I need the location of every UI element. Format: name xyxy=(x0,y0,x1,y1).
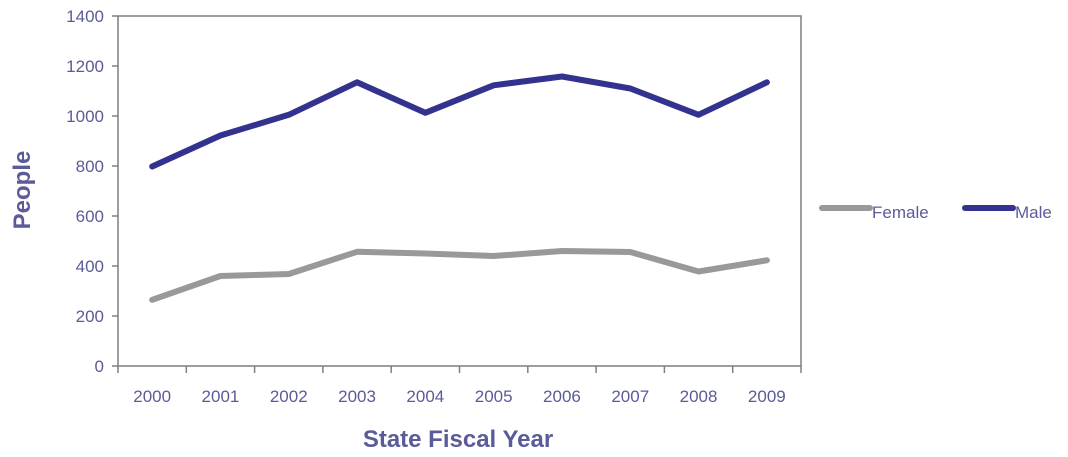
legend: Female Male xyxy=(819,203,1052,222)
male-data-point xyxy=(217,133,223,138)
female-data-point xyxy=(696,269,702,274)
y-tick-label: 800 xyxy=(76,157,104,176)
x-axis-title: State Fiscal Year xyxy=(363,426,553,453)
x-tick-label: 2008 xyxy=(680,387,718,406)
y-axis: 0 200 400 600 800 1000 1200 1400 xyxy=(66,7,118,376)
plot-area xyxy=(117,15,802,367)
series-layer xyxy=(149,73,770,303)
x-tick-label: 2009 xyxy=(748,387,786,406)
male-data-point xyxy=(286,112,292,118)
male-data-point xyxy=(422,110,428,116)
female-data-point xyxy=(149,297,155,303)
x-tick-label: 2005 xyxy=(475,387,513,406)
male-series-line xyxy=(149,73,770,170)
female-data-point xyxy=(217,273,223,279)
female-data-point xyxy=(354,249,360,255)
male-data-point xyxy=(764,79,770,85)
female-data-point xyxy=(764,257,770,263)
x-tick-label: 2006 xyxy=(543,387,581,406)
female-series-line xyxy=(149,248,770,303)
female-data-point xyxy=(491,253,497,259)
male-data-point xyxy=(696,112,702,118)
female-data-point xyxy=(559,248,565,254)
male-data-point xyxy=(627,86,633,91)
x-tick-label: 2002 xyxy=(270,387,308,406)
y-axis-title: People xyxy=(9,151,36,230)
y-tick-label: 1000 xyxy=(66,107,104,126)
x-axis: 2000 2001 2002 2003 2004 2005 2006 2007 2008 2009 xyxy=(117,366,802,406)
x-tick-label: 2003 xyxy=(338,387,376,406)
y-tick-label: 0 xyxy=(95,357,104,376)
x-tick-label: 2000 xyxy=(133,387,171,406)
x-tick-label: 2001 xyxy=(202,387,240,406)
y-tick-label: 200 xyxy=(76,307,104,326)
plot-border xyxy=(117,15,802,367)
y-tick-label: 600 xyxy=(76,207,104,226)
male-legend-label: Male xyxy=(1015,203,1052,222)
female-data-point xyxy=(627,249,633,255)
female-legend-label: Female xyxy=(872,203,929,222)
male-data-point xyxy=(491,82,497,88)
male-data-point xyxy=(559,74,565,79)
y-tick-label: 400 xyxy=(76,257,104,276)
y-tick-label: 1200 xyxy=(66,57,104,76)
male-data-point xyxy=(354,79,360,85)
female-data-point xyxy=(286,271,292,277)
x-tick-label: 2004 xyxy=(406,387,444,406)
y-tick-label: 1400 xyxy=(66,7,104,26)
female-data-point xyxy=(422,251,428,256)
x-tick-label: 2007 xyxy=(611,387,649,406)
male-data-point xyxy=(149,164,155,169)
